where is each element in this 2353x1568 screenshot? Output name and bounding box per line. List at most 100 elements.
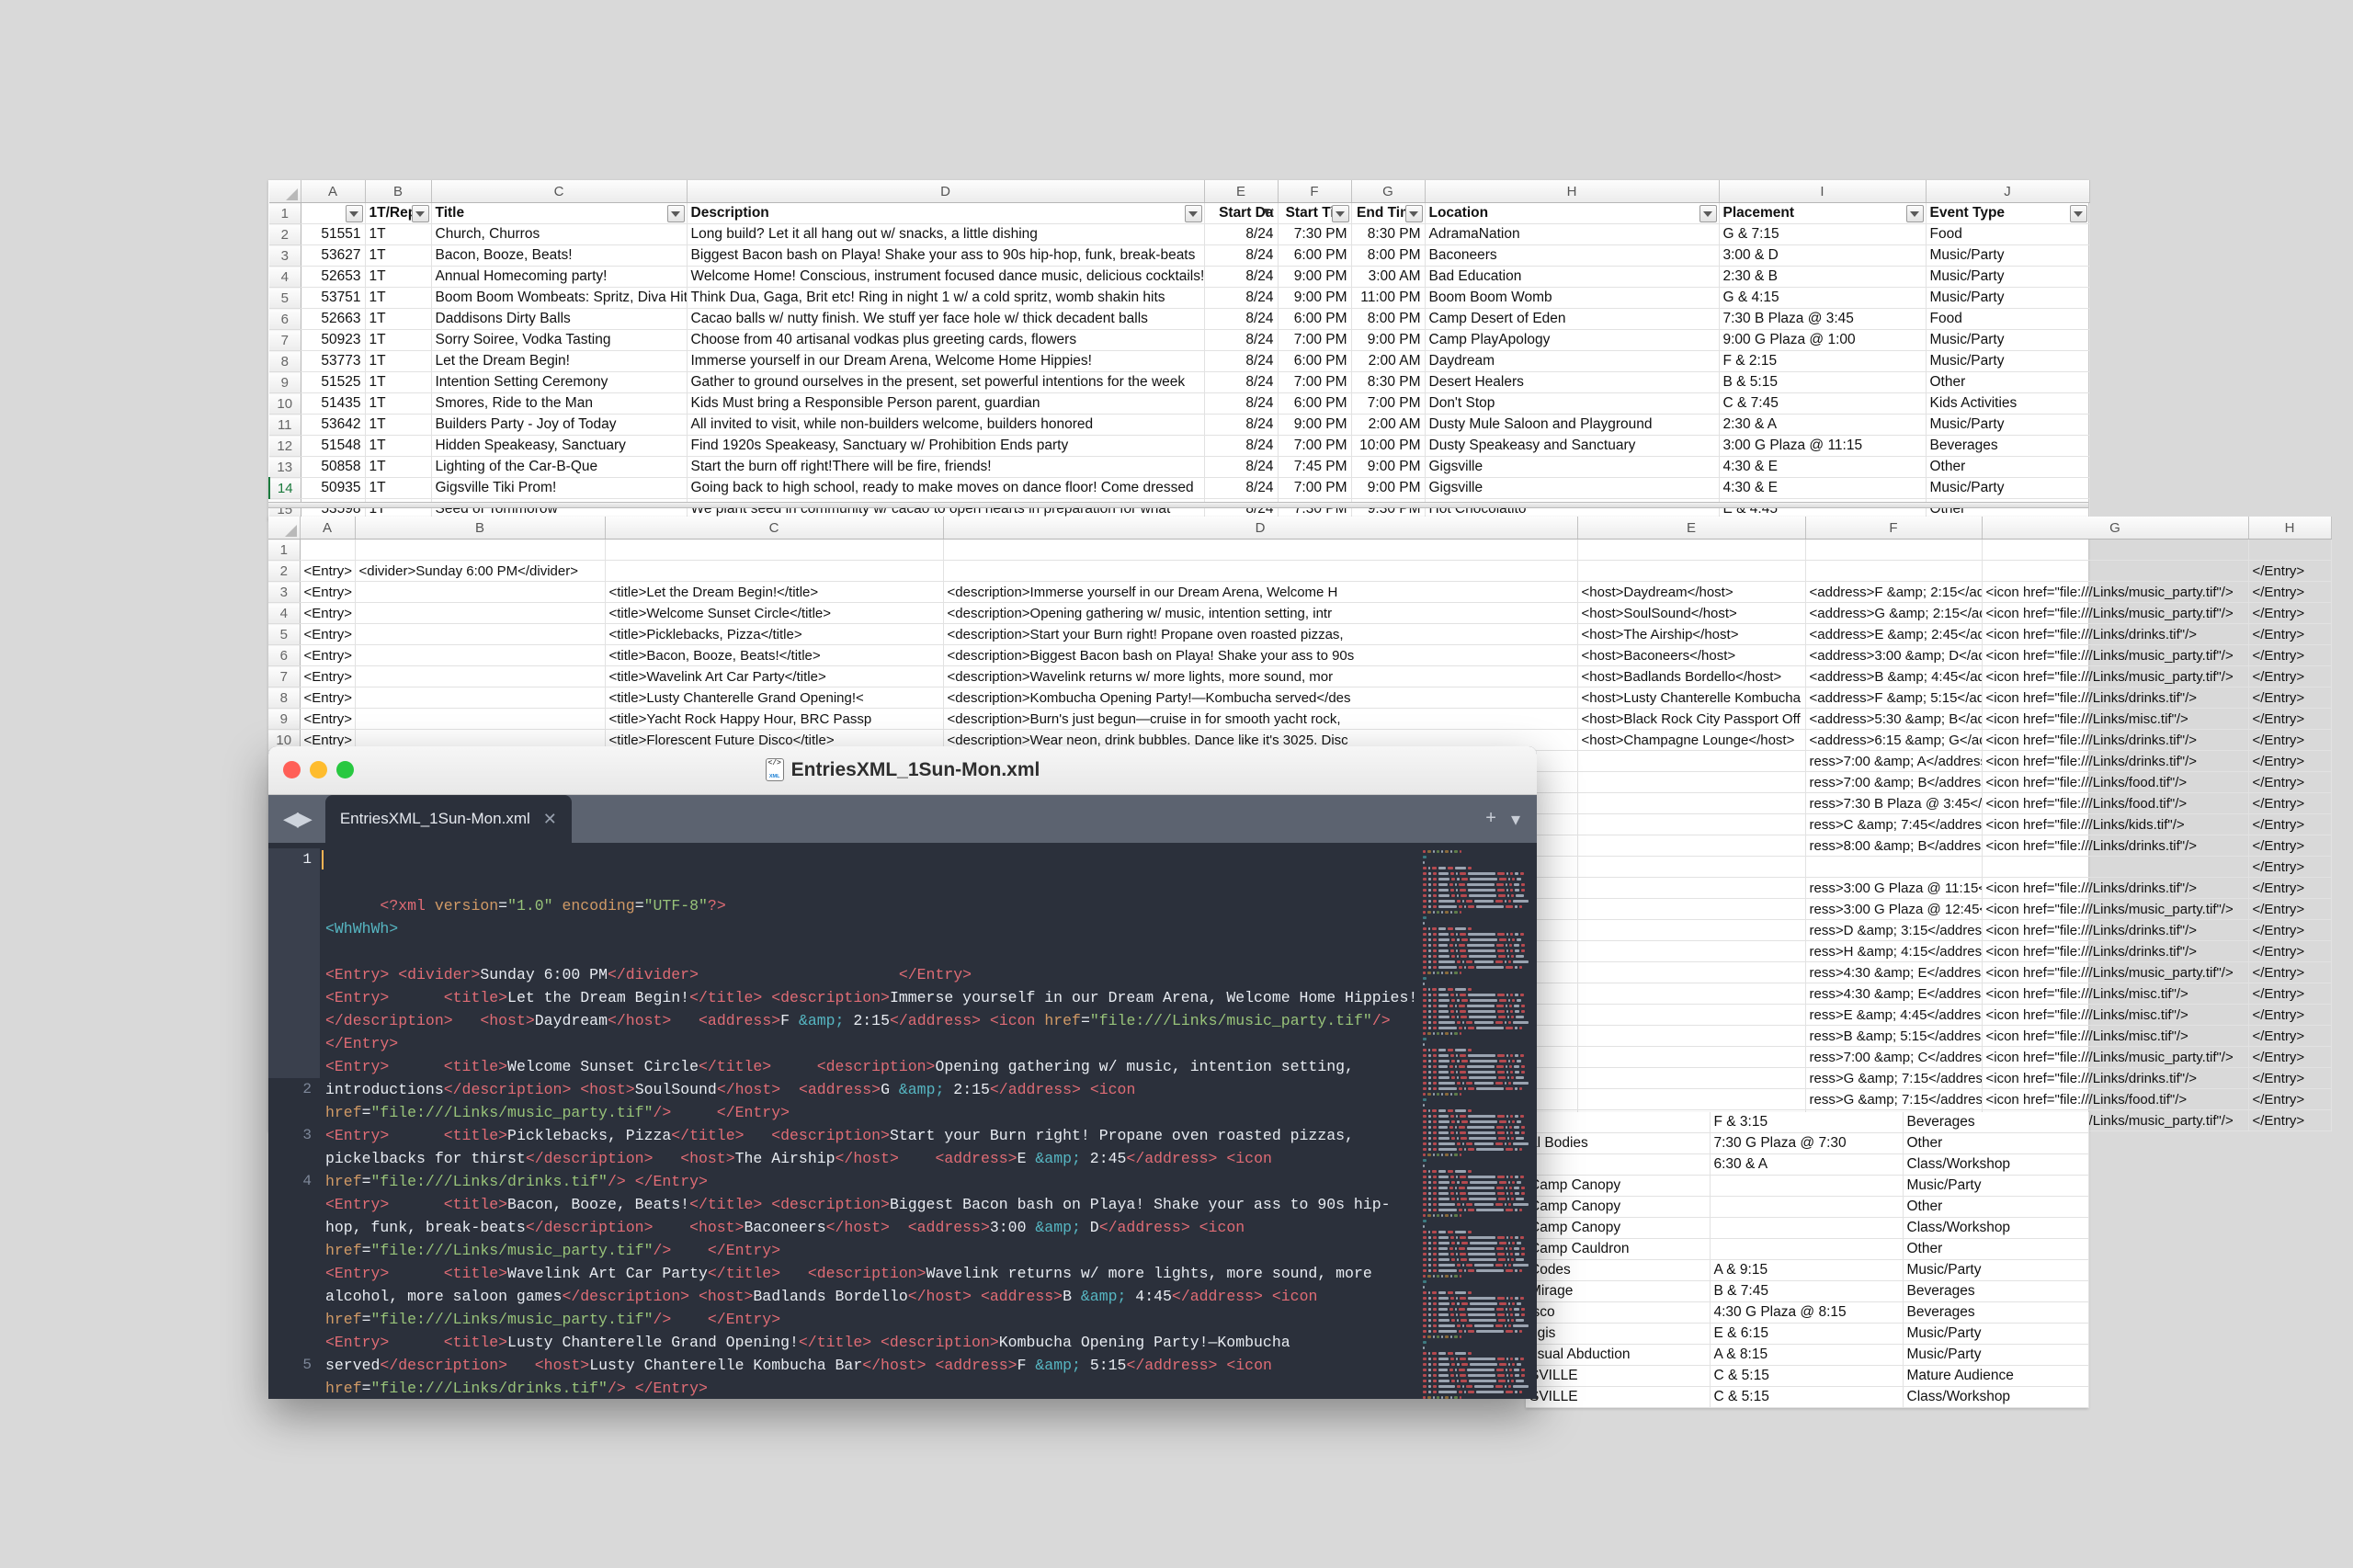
cell-desc[interactable]: Think Dua, Gaga, Brit etc! Ring in night…: [687, 287, 1205, 309]
cell-blank[interactable]: [1577, 1088, 1806, 1110]
cell-c[interactable]: <title>Yacht Rock Happy Hour, BRC Passp: [605, 708, 944, 730]
cell-rep[interactable]: 1T: [365, 329, 432, 351]
cell-loc[interactable]: Camp PlayApology: [1425, 329, 1720, 351]
header-cell-start-tim[interactable]: Start Tim: [1278, 202, 1352, 224]
row-number[interactable]: 7: [269, 329, 301, 351]
filter-dropdown-icon[interactable]: [1184, 205, 1202, 222]
cell-rep[interactable]: 1T: [365, 308, 432, 330]
column-letter-g[interactable]: G: [1982, 517, 2249, 540]
row-number[interactable]: 11: [269, 414, 301, 436]
table-row[interactable]: 6 52663 1T Daddisons Dirty Balls Cacao balls…: [269, 308, 2090, 330]
cell-g[interactable]: <icon href="file:///Links/drinks.tif"/>: [1982, 835, 2249, 857]
cell-e[interactable]: <host>Black Rock City Passport Off: [1577, 708, 1806, 730]
cell-h[interactable]: </Entry>: [2248, 898, 2332, 920]
cell-d[interactable]: <description>Kombucha Opening Party!—Kom…: [943, 687, 1578, 709]
cell-f[interactable]: <address>B &amp; 4:45</address: [1805, 665, 1983, 687]
cell-blank[interactable]: [1577, 1046, 1806, 1068]
cell-f[interactable]: ress>D &amp; 3:15</address: [1805, 919, 1983, 941]
table-row[interactable]: 9 <Entry> <title>Yacht Rock Happy Hour, BR…: [268, 708, 2332, 730]
filter-dropdown-icon[interactable]: [1331, 205, 1349, 222]
cell-e[interactable]: <host>Lusty Chanterelle Kombucha: [1577, 687, 1806, 709]
cell-id[interactable]: 53627: [301, 244, 366, 267]
filter-dropdown-icon[interactable]: [2069, 205, 2087, 222]
cell-g[interactable]: <icon href="file:///Links/misc.tif"/>: [1982, 983, 2249, 1005]
cell-g[interactable]: <icon href="file:///Links/kids.tif"/>: [1982, 813, 2249, 835]
table-row[interactable]: Camp Canopy Class/Workshop: [1526, 1217, 2089, 1239]
cell-sd[interactable]: 8/24: [1204, 371, 1279, 393]
cell-loc[interactable]: Camp Canopy: [1526, 1175, 1711, 1197]
column-letter-a[interactable]: A: [301, 180, 366, 203]
cell-sd[interactable]: 8/24: [1204, 392, 1279, 415]
row-number[interactable]: 10: [269, 392, 301, 415]
cell-loc[interactable]: Bad Education: [1425, 266, 1720, 288]
cell-rep[interactable]: 1T: [365, 266, 432, 288]
cell-desc[interactable]: Choose from 40 artisanal vodkas plus gre…: [687, 329, 1205, 351]
cell-g[interactable]: <icon href="file:///Links/drinks.tif"/>: [1982, 1067, 2249, 1089]
cell-loc[interactable]: Daydream: [1425, 350, 1720, 372]
cell-et[interactable]: 2:00 AM: [1351, 350, 1426, 372]
cell-g[interactable]: <icon href="file:///Links/drinks.tif"/>: [1982, 919, 2249, 941]
cell-g[interactable]: <icon href="file:///Links/drinks.tif"/>: [1982, 729, 2249, 751]
header-cell-start-da[interactable]: Start Da ▾↑: [1204, 202, 1279, 224]
cell-g[interactable]: <icon href="file:///Links/food.tif"/>: [1982, 792, 2249, 814]
cell-place[interactable]: 3:00 G Plaza @ 11:15: [1719, 435, 1927, 457]
column-letter-e[interactable]: E: [1577, 517, 1806, 540]
cell-st[interactable]: 7:00 PM: [1278, 329, 1352, 351]
cell-rep[interactable]: 1T: [365, 392, 432, 415]
cell-place[interactable]: G & 4:15: [1719, 287, 1927, 309]
cell-c[interactable]: [605, 539, 944, 561]
cell-desc[interactable]: Long build? Let it all hang out w/ snack…: [687, 223, 1205, 245]
row-number[interactable]: 7: [268, 665, 301, 687]
cell-loc[interactable]: SVILLE: [1526, 1386, 1711, 1408]
cell-f[interactable]: ress>4:30 &amp; E</address: [1805, 961, 1983, 983]
table-row[interactable]: 3 53627 1T Bacon, Booze, Beats! Biggest Baco…: [269, 244, 2090, 267]
header-cell-placement[interactable]: Placement: [1719, 202, 1927, 224]
cell-title[interactable]: Hidden Speakeasy, Sanctuary: [431, 435, 688, 457]
cell-type[interactable]: Music/Party: [1926, 350, 2090, 372]
cell-title[interactable]: Daddisons Dirty Balls: [431, 308, 688, 330]
cell-type[interactable]: Music/Party: [1926, 287, 2090, 309]
table-row[interactable]: Camp Canopy Other: [1526, 1196, 2089, 1218]
cell-type[interactable]: Music/Party: [1903, 1259, 2089, 1281]
cell-e[interactable]: <host>Baconeers</host>: [1577, 644, 1806, 666]
cell-g[interactable]: <icon href="file:///Links/music_party.ti…: [1982, 665, 2249, 687]
cell-loc[interactable]: SVILLE: [1526, 1365, 1711, 1387]
column-letter-g[interactable]: G: [1351, 180, 1426, 203]
cell-f[interactable]: ress>7:30 B Plaza @ 3:45</a: [1805, 792, 1983, 814]
cell-g[interactable]: <icon href="file:///Links/misc.tif"/>: [1982, 708, 2249, 730]
cell-loc[interactable]: AdramaNation: [1425, 223, 1720, 245]
cell-d[interactable]: <description>Immerse yourself in our Dre…: [943, 581, 1578, 603]
cell-sd[interactable]: 8/24: [1204, 223, 1279, 245]
cell-place[interactable]: B & 5:15: [1719, 371, 1927, 393]
cell-h[interactable]: </Entry>: [2248, 581, 2332, 603]
cell-b[interactable]: [355, 665, 606, 687]
cell-place[interactable]: C & 5:15: [1710, 1365, 1904, 1387]
row-number[interactable]: 9: [268, 708, 301, 730]
cell-f[interactable]: ress>7:00 &amp; A</address: [1805, 750, 1983, 772]
code-content[interactable]: <?xml version="1.0" encoding="UTF-8"?> <…: [320, 843, 1419, 1399]
cell-blank[interactable]: [1577, 898, 1806, 920]
cell-type[interactable]: Music/Party: [1926, 329, 2090, 351]
cell-f[interactable]: [1805, 856, 1983, 878]
cell-h[interactable]: </Entry>: [2248, 835, 2332, 857]
cell-rep[interactable]: 1T: [365, 350, 432, 372]
cell-st[interactable]: 7:00 PM: [1278, 435, 1352, 457]
cell-desc[interactable]: Kids Must bring a Responsible Person par…: [687, 392, 1205, 415]
cell-desc[interactable]: Cacao balls w/ nutty finish. We stuff ye…: [687, 308, 1205, 330]
cell-id[interactable]: 53642: [301, 414, 366, 436]
chevron-left-icon[interactable]: ◀: [283, 807, 299, 830]
row-number[interactable]: 3: [268, 581, 301, 603]
cell-desc[interactable]: Immerse yourself in our Dream Arena, Wel…: [687, 350, 1205, 372]
row-number[interactable]: 3: [269, 244, 301, 267]
cell-e[interactable]: <host>Champagne Lounge</host>: [1577, 729, 1806, 751]
cell-id[interactable]: 53751: [301, 287, 366, 309]
cell-f[interactable]: ress>3:00 G Plaza @ 12:45</: [1805, 898, 1983, 920]
cell-b[interactable]: <divider>Sunday 6:00 PM</divider>: [355, 560, 606, 582]
cell-c[interactable]: <title>Wavelink Art Car Party</title>: [605, 665, 944, 687]
cell-rep[interactable]: 1T: [365, 435, 432, 457]
cell-title[interactable]: Let the Dream Begin!: [431, 350, 688, 372]
cell-id[interactable]: 53773: [301, 350, 366, 372]
cell-et[interactable]: 9:00 PM: [1351, 477, 1426, 499]
cell-desc[interactable]: Welcome Home! Conscious, instrument focu…: [687, 266, 1205, 288]
